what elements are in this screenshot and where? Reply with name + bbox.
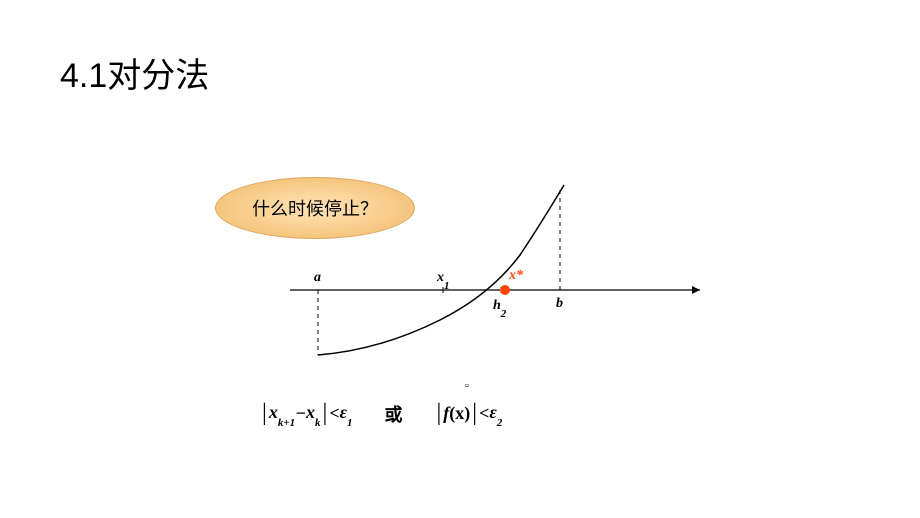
minus: −	[295, 403, 306, 424]
label-x2: h2	[493, 298, 506, 316]
criterion-2: | f(x) | < ε2	[434, 400, 502, 427]
criterion-1: | xk+1 − xk | < ε1	[260, 400, 352, 427]
label-root: x*	[509, 268, 523, 284]
eps-2: ε2	[489, 402, 502, 426]
center-marker: ▫	[465, 380, 469, 392]
title-text: 4.1对分法	[60, 57, 209, 95]
abs-bar-right-1: |	[323, 400, 328, 427]
eps-1: ε1	[340, 402, 353, 426]
f-of-x: f(x)	[443, 403, 470, 424]
less-than-2: <	[479, 403, 489, 424]
bisection-diagram: 什么时候停止？ a b x1 h2 x* ▫	[200, 175, 750, 395]
diagram-svg	[200, 175, 750, 395]
abs-bar-right-2: |	[472, 400, 477, 427]
abs-bar-left-2: |	[436, 400, 441, 427]
x-k: xk	[306, 402, 321, 426]
stopping-criteria: | xk+1 − xk | < ε1 或 | f(x) | < ε2	[260, 400, 502, 427]
x-k1: xk+1	[269, 402, 295, 426]
section-title: 4.1对分法	[60, 48, 209, 97]
label-a: a	[314, 270, 321, 286]
label-x1: x1	[437, 270, 450, 288]
abs-bar-left-1: |	[262, 400, 267, 427]
less-than-1: <	[329, 403, 339, 424]
label-b: b	[556, 296, 563, 312]
or-text: 或	[384, 401, 402, 427]
